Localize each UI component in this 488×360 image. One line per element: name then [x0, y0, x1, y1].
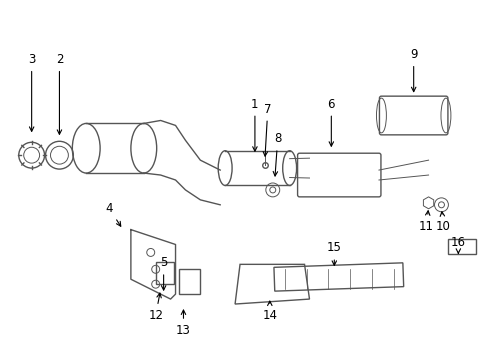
Text: 5: 5 — [160, 256, 167, 290]
Text: 7: 7 — [263, 103, 271, 156]
Text: 13: 13 — [176, 310, 190, 337]
Text: 2: 2 — [56, 53, 63, 134]
Text: 4: 4 — [105, 202, 121, 226]
Text: 9: 9 — [409, 48, 417, 92]
Text: 10: 10 — [435, 212, 450, 233]
Text: 14: 14 — [262, 301, 277, 322]
Bar — [447, 239, 475, 255]
Bar — [155, 262, 173, 284]
Bar — [178, 269, 200, 294]
Text: 6: 6 — [327, 98, 334, 146]
Bar — [273, 263, 403, 291]
Text: 12: 12 — [148, 293, 163, 322]
Text: 1: 1 — [251, 98, 258, 151]
Text: 3: 3 — [28, 53, 35, 131]
Text: 8: 8 — [273, 132, 281, 176]
Text: 15: 15 — [326, 242, 341, 265]
Text: 16: 16 — [450, 237, 465, 253]
Text: 11: 11 — [418, 211, 433, 233]
